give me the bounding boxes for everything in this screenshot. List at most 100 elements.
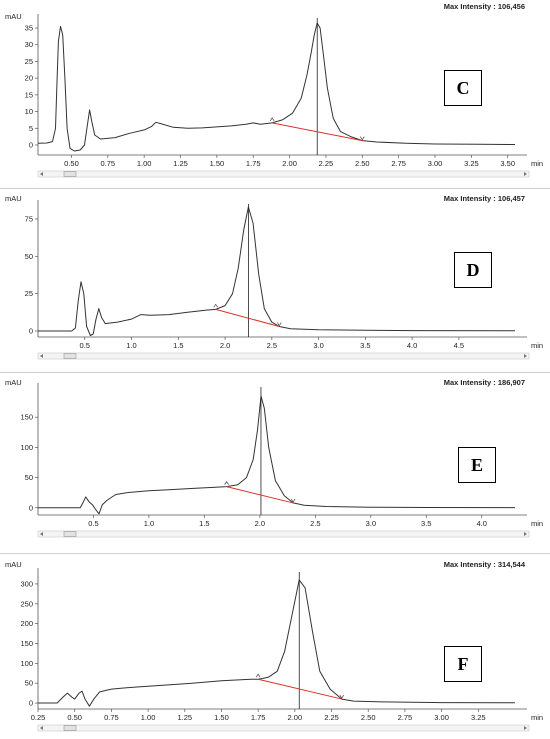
y-tick-label: 50	[25, 252, 33, 261]
y-tick-label: 100	[20, 659, 33, 668]
x-axis-unit: min	[531, 713, 543, 722]
scroll-left-arrow	[40, 726, 43, 730]
x-tick-label: 3.0	[313, 341, 323, 350]
peak-end-marker	[290, 498, 296, 503]
y-tick-label: 150	[20, 413, 33, 422]
x-tick-label: 3.00	[428, 159, 443, 168]
panel-label-d: D	[454, 252, 492, 288]
x-axis-unit: min	[531, 519, 543, 528]
peak-end-marker	[339, 694, 345, 699]
x-tick-label: 1.5	[173, 341, 183, 350]
peak-start-marker	[224, 480, 229, 485]
x-tick-label: 0.25	[31, 713, 46, 722]
scrollbar-track	[37, 530, 530, 538]
scroll-right-arrow	[524, 532, 527, 536]
scroll-right-arrow	[524, 172, 527, 176]
x-axis-unit: min	[531, 341, 543, 350]
scroll-right-arrow	[524, 726, 527, 730]
panel-label-c: C	[444, 70, 482, 106]
x-tick-label: 1.0	[144, 519, 154, 528]
y-tick-label: 50	[25, 473, 33, 482]
y-tick-label: 25	[25, 57, 33, 66]
y-tick-label: 30	[25, 40, 33, 49]
chart-d: 0 25 50 75 0.5 1.0 1.5 2.0 2.5 3.0 3.5 4.0 4.5 min	[25, 200, 543, 360]
y-tick-label: 0	[29, 503, 33, 512]
x-tick-label: 1.75	[251, 713, 266, 722]
x-tick-label: 2.50	[361, 713, 376, 722]
chromatogram-panel-e: mAU Max Intensity : 186,907 0 50 100 150 0.5…	[0, 375, 550, 550]
y-tick-label: 10	[25, 107, 33, 116]
integration-baseline	[215, 308, 280, 328]
y-tick-label: 0	[29, 140, 33, 149]
y-tick-label: 100	[20, 443, 33, 452]
peak-start-marker	[255, 673, 261, 678]
x-tick-label: 2.0	[220, 341, 230, 350]
y-tick-label: 75	[25, 214, 33, 223]
max-intensity-d: Max Intensity : 106,457	[443, 194, 525, 203]
x-tick-label: 1.50	[214, 713, 229, 722]
x-tick-label: 2.0	[255, 519, 265, 528]
y-tick-label: 5	[29, 124, 33, 133]
panel-label-e: E	[458, 447, 496, 483]
y-tick-label: 15	[25, 90, 33, 99]
y-tick-label: 250	[20, 599, 33, 608]
scrollbar-thumb	[63, 531, 77, 537]
scroll-left-arrow	[40, 172, 43, 176]
x-tick-label: 3.25	[471, 713, 486, 722]
x-tick-label: 1.25	[173, 159, 188, 168]
y-tick-label: 50	[25, 679, 33, 688]
scroll-left-arrow	[40, 354, 43, 358]
x-tick-label: 2.50	[355, 159, 370, 168]
x-tick-label: 4.0	[477, 519, 487, 528]
x-tick-label: 0.75	[104, 713, 119, 722]
y-tick-label: 300	[20, 579, 33, 588]
x-tick-label: 0.50	[64, 159, 79, 168]
peak-end-marker	[360, 136, 365, 141]
peak-end-marker	[277, 322, 282, 327]
y-unit-label-c: mAU	[5, 12, 22, 21]
integration-baseline	[272, 122, 363, 142]
x-tick-label: 2.5	[310, 519, 320, 528]
x-tick-label: 2.75	[391, 159, 406, 168]
scroll-right-arrow	[524, 354, 527, 358]
x-tick-label: 0.50	[67, 713, 82, 722]
scroll-left-arrow	[40, 532, 43, 536]
x-tick-label: 4.5	[454, 341, 464, 350]
y-tick-label: 0	[29, 699, 33, 708]
chromatogram-trace	[37, 22, 516, 152]
x-tick-label: 0.5	[88, 519, 98, 528]
y-unit-label-e: mAU	[5, 378, 22, 387]
x-tick-label: 2.75	[398, 713, 413, 722]
scrollbar-thumb	[63, 353, 77, 359]
y-tick-label: 25	[25, 289, 33, 298]
x-tick-label: 0.5	[80, 341, 90, 350]
x-tick-label: 1.75	[246, 159, 261, 168]
x-tick-label: 4.0	[407, 341, 417, 350]
scrollbar-track	[37, 724, 530, 732]
y-tick-label: 35	[25, 24, 33, 33]
max-intensity-c: Max Intensity : 106,456	[443, 2, 525, 11]
chromatogram-trace	[38, 579, 516, 707]
y-tick-label: 150	[20, 639, 33, 648]
x-tick-label: 3.50	[500, 159, 515, 168]
max-intensity-f: Max Intensity : 314,544	[443, 560, 525, 569]
chart-f: 0 50 100 150 200 250 300 0.25 0.50 0.75 1.00 1.25 1.…	[20, 568, 543, 732]
x-tick-label: 2.00	[282, 159, 297, 168]
x-tick-label: 1.00	[137, 159, 152, 168]
x-tick-label: 2.25	[324, 713, 339, 722]
scrollbar-thumb	[63, 171, 77, 177]
x-tick-label: 1.50	[210, 159, 225, 168]
x-tick-label: 2.25	[319, 159, 334, 168]
x-tick-label: 1.25	[177, 713, 192, 722]
chromatogram-panel-d: mAU Max Intensity : 106,457 0 25 50 75 0.5 1.…	[0, 190, 550, 370]
chart-e: 0 50 100 150 0.5 1.0 1.5 2.0 2.5 3.0 3.5 4.0 min	[20, 383, 543, 538]
chromatogram-trace	[38, 206, 516, 336]
chart-c: 0 5 10 15 20 25 30 35 0.50 0.75 1.00 1.25 1.50 1.75 2.…	[25, 14, 543, 178]
max-intensity-e: Max Intensity : 186,907	[443, 378, 525, 387]
scrollbar-track	[37, 352, 530, 360]
y-unit-label-d: mAU	[5, 194, 22, 203]
chromatogram-trace	[38, 395, 516, 515]
integration-baseline	[226, 486, 294, 504]
y-tick-label: 0	[29, 327, 33, 336]
x-tick-label: 3.5	[360, 341, 370, 350]
